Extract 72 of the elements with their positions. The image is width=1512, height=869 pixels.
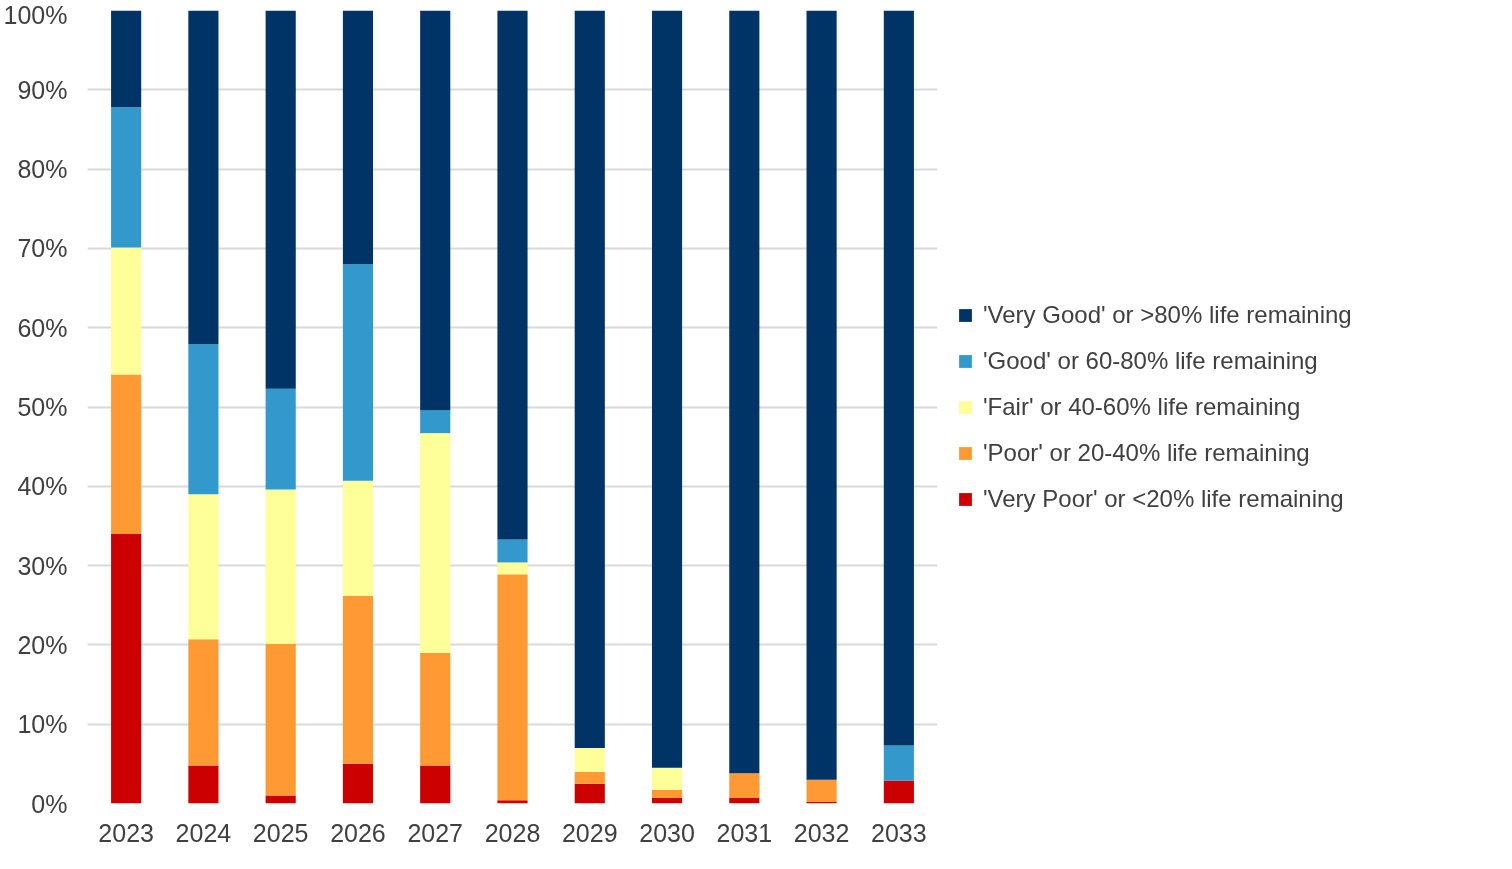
bar <box>342 264 374 481</box>
bar <box>806 10 837 780</box>
x-tick-label: 2025 <box>252 818 309 847</box>
bar <box>574 10 605 748</box>
bar <box>111 10 142 108</box>
x-tick-label: 2029 <box>561 818 618 847</box>
bar <box>883 780 914 804</box>
bar <box>574 747 605 772</box>
bar <box>265 10 296 389</box>
bar <box>188 494 219 640</box>
y-tick-label: 40% <box>17 472 68 501</box>
bar <box>651 10 683 768</box>
bar <box>420 765 451 804</box>
bar <box>188 639 219 766</box>
bar <box>342 480 374 596</box>
bar <box>111 247 142 375</box>
bar <box>883 745 914 781</box>
bar <box>420 652 451 766</box>
y-tick-label: 10% <box>17 710 68 739</box>
bar <box>729 797 760 804</box>
x-tick-label: 2032 <box>793 818 850 847</box>
x-tick-label: 2031 <box>716 818 773 847</box>
bar <box>883 10 914 746</box>
bar <box>265 644 296 796</box>
x-tick-label: 2028 <box>484 818 541 847</box>
x-tick-label: 2023 <box>98 818 154 847</box>
y-tick-label: 90% <box>17 75 68 104</box>
bar <box>420 410 451 434</box>
bar <box>420 10 451 411</box>
x-tick-label: 2024 <box>175 818 232 847</box>
bar <box>342 763 374 804</box>
bar <box>265 489 296 645</box>
bar <box>342 10 374 265</box>
y-tick-label: 0% <box>31 789 68 818</box>
x-tick-label: 2026 <box>330 818 386 847</box>
y-tick-label: 20% <box>17 630 68 659</box>
bar <box>651 767 683 791</box>
bar <box>729 773 760 798</box>
y-tick-label: 100% <box>3 0 68 29</box>
y-tick-label: 70% <box>17 234 68 263</box>
legend-label: 'Good' or 60-80% life remaining <box>983 346 1318 375</box>
legend-label: 'Very Poor' or <20% life remaining <box>983 484 1344 513</box>
bar <box>188 765 219 804</box>
bar <box>420 433 451 653</box>
legend-label: 'Very Good' or >80% life remaining <box>983 300 1352 329</box>
bar <box>651 797 683 804</box>
bar <box>497 574 528 801</box>
bar <box>342 595 374 764</box>
y-tick-label: 30% <box>17 551 68 580</box>
bar <box>265 388 296 490</box>
bar <box>111 533 142 804</box>
x-tick-label: 2030 <box>639 818 695 847</box>
bar <box>497 539 528 563</box>
y-tick-label: 80% <box>17 155 68 184</box>
bar <box>188 10 219 345</box>
bar <box>111 107 142 248</box>
bar <box>188 344 219 495</box>
bar <box>111 374 142 534</box>
bar <box>574 783 605 804</box>
bar <box>497 562 528 575</box>
bar <box>574 771 605 784</box>
legend-label: 'Poor' or 20-40% life remaining <box>983 438 1310 467</box>
bar <box>497 800 528 804</box>
x-tick-label: 2027 <box>407 818 464 847</box>
bar <box>651 790 683 798</box>
x-tick-label: 2033 <box>871 818 927 847</box>
y-tick-label: 60% <box>17 313 68 342</box>
legend-label: 'Fair' or 40-60% life remaining <box>983 392 1301 421</box>
bar <box>497 10 528 540</box>
y-tick-label: 50% <box>17 393 68 421</box>
bar <box>729 10 760 774</box>
bar <box>806 779 837 802</box>
